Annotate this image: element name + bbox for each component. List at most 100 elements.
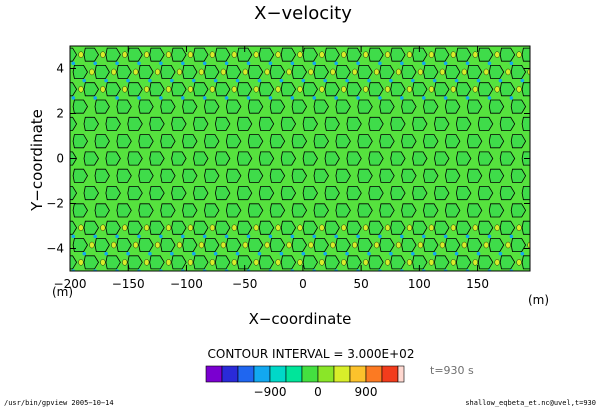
high-contour-spot [122, 224, 128, 231]
contour-cell [138, 168, 154, 183]
high-contour-spot [319, 259, 325, 266]
low-contour-spot [312, 96, 317, 100]
contour-cell [477, 82, 494, 97]
colorbar-swatch [381, 365, 399, 383]
contour-cell [116, 203, 132, 218]
contour-cell [225, 99, 242, 114]
contour-cell [477, 151, 494, 166]
high-contour-spot [385, 259, 391, 266]
contour-cell [116, 134, 132, 149]
high-contour-spot [395, 241, 402, 249]
contour-cell [313, 238, 329, 253]
contour-cell [70, 255, 78, 270]
contour-cell [302, 82, 318, 97]
high-contour-spot [209, 259, 215, 266]
high-contour-spot [428, 51, 435, 58]
low-contour-spot [181, 234, 185, 239]
contour-cell [258, 47, 275, 62]
contour-cell [236, 151, 253, 166]
high-contour-spot [198, 241, 205, 249]
low-contour-spot [268, 234, 273, 239]
high-contour-spot [242, 68, 248, 76]
low-contour-spot [531, 235, 535, 239]
contour-cell [105, 255, 121, 270]
high-contour-spot [363, 259, 369, 266]
low-contour-spot [257, 78, 262, 83]
contour-cell [477, 116, 494, 131]
contour-cell [533, 65, 547, 78]
colorbar-swatch [237, 365, 255, 383]
low-contour-spot [389, 78, 393, 83]
colorbar: −900 0 900 [205, 365, 405, 399]
x-tick-label: 50 [353, 277, 368, 291]
low-contour-spot [520, 78, 525, 83]
low-contour-spot [115, 96, 119, 100]
contour-cell [434, 220, 450, 235]
low-contour-spot [137, 61, 141, 66]
low-contour-spot [421, 234, 426, 239]
contour-cell [127, 82, 143, 97]
y-axis-ticks: −4 −2 0 2 4 [46, 62, 530, 256]
contour-cell [70, 186, 78, 201]
contour-cell [488, 65, 505, 79]
low-contour-spot [115, 61, 119, 66]
contour-cell [182, 203, 198, 218]
high-contour-spot [516, 259, 522, 266]
contour-cell [214, 82, 231, 97]
contour-cell [94, 168, 110, 183]
contour-cell [83, 255, 99, 270]
contour-cell [533, 239, 547, 252]
low-contour-spot [279, 251, 284, 256]
low-contour-spot [148, 251, 152, 256]
contour-cell [171, 47, 187, 62]
high-contour-spot [374, 241, 380, 249]
low-contour-spot [312, 61, 317, 66]
contour-cell [72, 134, 88, 149]
contour-cell [138, 203, 154, 218]
x-axis-label: X−coordinate [249, 310, 352, 328]
contour-cell [499, 82, 516, 97]
contour-cell [488, 168, 505, 183]
contour-cell [313, 65, 329, 79]
low-contour-spot [224, 96, 229, 100]
contour-cell [412, 47, 428, 62]
contour-cell [70, 82, 78, 97]
contour-cell [368, 255, 384, 270]
contour-cell [204, 134, 220, 149]
high-contour-spot [472, 259, 478, 266]
high-contour-spot [242, 241, 248, 249]
contour-cell [357, 238, 373, 253]
low-contour-spot [432, 251, 437, 256]
contour-cell [138, 99, 154, 114]
contour-cell [236, 186, 253, 201]
high-contour-spot [385, 224, 391, 231]
contour-cell [138, 238, 154, 253]
contour-cell [510, 203, 527, 218]
contour-cell [214, 151, 231, 166]
contour-cell [94, 65, 110, 79]
low-contour-spot [400, 96, 404, 100]
contour-cell [510, 99, 527, 114]
high-contour-spot [78, 224, 84, 231]
low-contour-spot [279, 78, 284, 83]
contour-cell [368, 116, 384, 131]
low-contour-spot [421, 61, 426, 66]
low-contour-spot [367, 251, 371, 256]
contour-cell [455, 186, 472, 201]
colorbar-swatch [349, 365, 367, 383]
high-contour-spot [231, 51, 237, 58]
contour-cell [105, 220, 121, 235]
high-contour-spot [209, 224, 215, 231]
low-contour-spot [509, 96, 514, 100]
high-contour-spot [100, 224, 106, 231]
contour-cell [291, 238, 308, 253]
contour-cell [357, 65, 373, 79]
contour-cell [379, 99, 395, 114]
contour-cell [127, 220, 143, 235]
low-contour-spot [170, 251, 174, 256]
contour-cell [324, 255, 340, 270]
contour-cell [533, 100, 547, 113]
contour-cell [149, 116, 165, 131]
low-contour-spot [213, 78, 218, 83]
contour-cell [412, 116, 428, 131]
